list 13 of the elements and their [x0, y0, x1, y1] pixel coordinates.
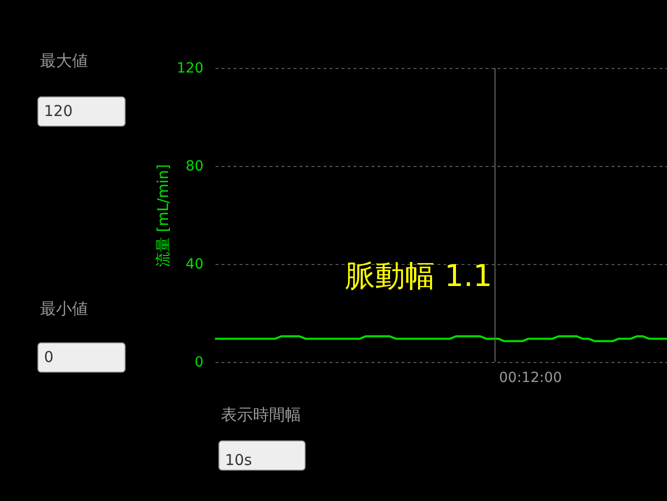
y-tick-label: 120: [176, 60, 204, 76]
text: 10s: [225, 451, 252, 469]
text: 最小値: [40, 299, 88, 318]
text: 120: [44, 102, 73, 120]
text: 00:12:00: [499, 370, 562, 386]
y-tick-label: 80: [186, 158, 204, 174]
y-tick-label: 0: [194, 354, 204, 370]
annotation: 脈動幅 1.1: [345, 259, 492, 294]
text: 0: [44, 348, 54, 366]
y-tick-label: 40: [186, 256, 204, 272]
y-axis-title: 流量 [mL/min]: [154, 164, 172, 267]
text: 最大値: [40, 51, 88, 70]
text: 表示時間幅: [221, 405, 301, 424]
